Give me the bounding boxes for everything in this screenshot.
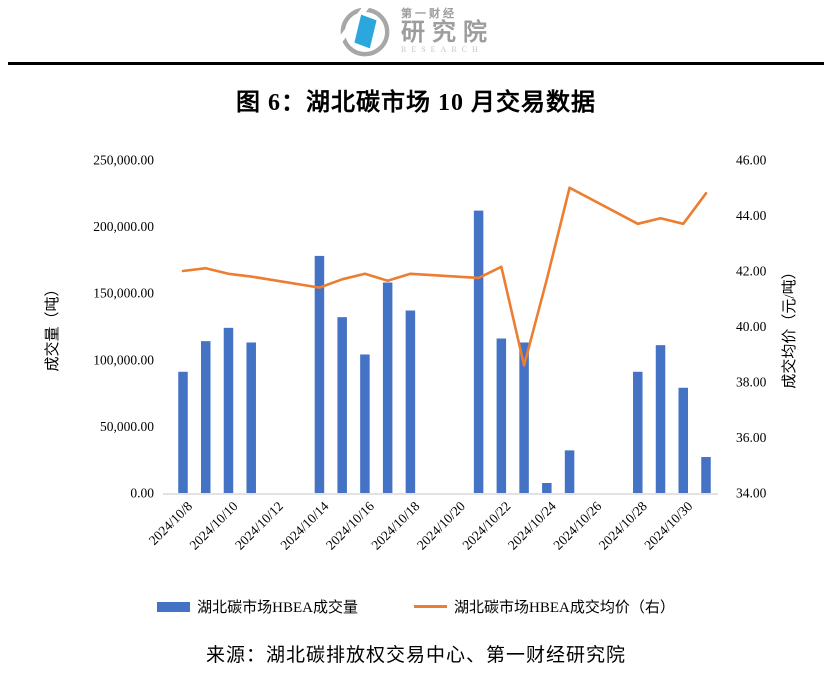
price-line	[181, 186, 708, 367]
volume-bar	[655, 345, 666, 493]
right-axis-tick-label: 34.00	[736, 486, 767, 501]
volume-bar	[496, 338, 507, 493]
volume-bar	[701, 457, 711, 493]
left-axis-tick-label: 250,000.00	[93, 153, 154, 168]
source-note: 来源：湖北碳排放权交易中心、第一财经研究院	[205, 645, 626, 666]
volume-bar	[633, 371, 643, 493]
volume-bar	[542, 483, 552, 493]
volume-bar	[473, 210, 484, 493]
volume-bar	[564, 450, 575, 493]
volume-bar	[519, 342, 529, 493]
right-axis-tick-label: 40.00	[736, 319, 767, 334]
volume-bar	[178, 371, 188, 493]
left-axis-tick-label: 50,000.00	[100, 419, 154, 434]
logo-text: 第一财经 研究院 RESEARCH	[401, 9, 494, 54]
volume-bar	[223, 327, 234, 493]
volume-bar	[382, 282, 393, 493]
volume-bar	[678, 387, 689, 493]
right-axis-title: 成交均价（元/吨）	[780, 264, 798, 388]
chart-legend: 湖北碳市场HBEA成交量 湖北碳市场HBEA成交均价（右）	[0, 596, 832, 617]
left-axis-tick-label: 0.00	[130, 486, 154, 501]
yicai-logo: 第一财经 研究院 RESEARCH	[0, 4, 832, 60]
logo-swoosh	[338, 5, 370, 44]
left-axis-tick-label: 150,000.00	[93, 286, 154, 301]
header-divider	[8, 62, 824, 65]
x-axis-tick-label: 2024/10/22	[459, 499, 513, 553]
x-axis-tick-label: 2024/10/24	[505, 498, 559, 552]
right-axis-tick-label: 44.00	[736, 208, 767, 223]
volume-bar	[337, 317, 347, 493]
legend-label-price: 湖北碳市场HBEA成交均价（右）	[454, 600, 675, 616]
legend-label-volume: 湖北碳市场HBEA成交量	[197, 600, 358, 616]
x-axis-tick-label: 2024/10/28	[596, 498, 650, 552]
left-axis-title: 成交量（吨）	[43, 281, 61, 371]
right-axis-tick-label: 46.00	[736, 153, 767, 168]
legend-item-volume: 湖北碳市场HBEA成交量	[157, 596, 358, 617]
x-axis-tick-label: 2024/10/26	[550, 498, 604, 552]
volume-bar	[405, 310, 416, 493]
right-axis-tick-label: 36.00	[736, 430, 767, 445]
x-axis-tick-label: 2024/10/16	[323, 498, 377, 552]
logo-brand-sub: RESEARCH	[401, 45, 483, 55]
volume-bar	[360, 354, 370, 493]
legend-bar-swatch	[157, 601, 191, 612]
logo-brand-main: 研究院	[401, 19, 494, 46]
yicai-logo-mark	[338, 5, 390, 57]
legend-line-swatch	[414, 604, 447, 609]
x-axis-tick-label: 2024/10/10	[186, 498, 240, 552]
left-axis-tick-label: 100,000.00	[93, 352, 154, 367]
volume-bar	[246, 342, 256, 493]
x-axis-tick-label: 2024/10/12	[232, 499, 286, 553]
x-axis-tick-label: 2024/10/20	[414, 498, 468, 552]
x-axis-tick-label: 2024/10/18	[368, 498, 422, 552]
volume-bar	[314, 255, 325, 493]
legend-item-price: 湖北碳市场HBEA成交均价（右）	[414, 596, 675, 617]
x-axis-tick-label: 2024/10/14	[277, 498, 331, 552]
right-axis-tick-label: 42.00	[736, 264, 767, 279]
logo-brand-top: 第一财经	[401, 8, 457, 21]
right-axis-tick-label: 38.00	[736, 375, 767, 390]
volume-bar	[200, 341, 211, 493]
chart-title: 图 6：湖北碳市场 10 月交易数据	[236, 90, 596, 116]
left-axis-tick-label: 200,000.00	[93, 219, 154, 234]
x-axis-tick-label: 2024/10/30	[641, 498, 695, 552]
combo-chart: 0.00 50,000.00 100,000.00 150,000.00 200,000…	[43, 153, 798, 553]
logo-parallelogram	[354, 14, 377, 49]
